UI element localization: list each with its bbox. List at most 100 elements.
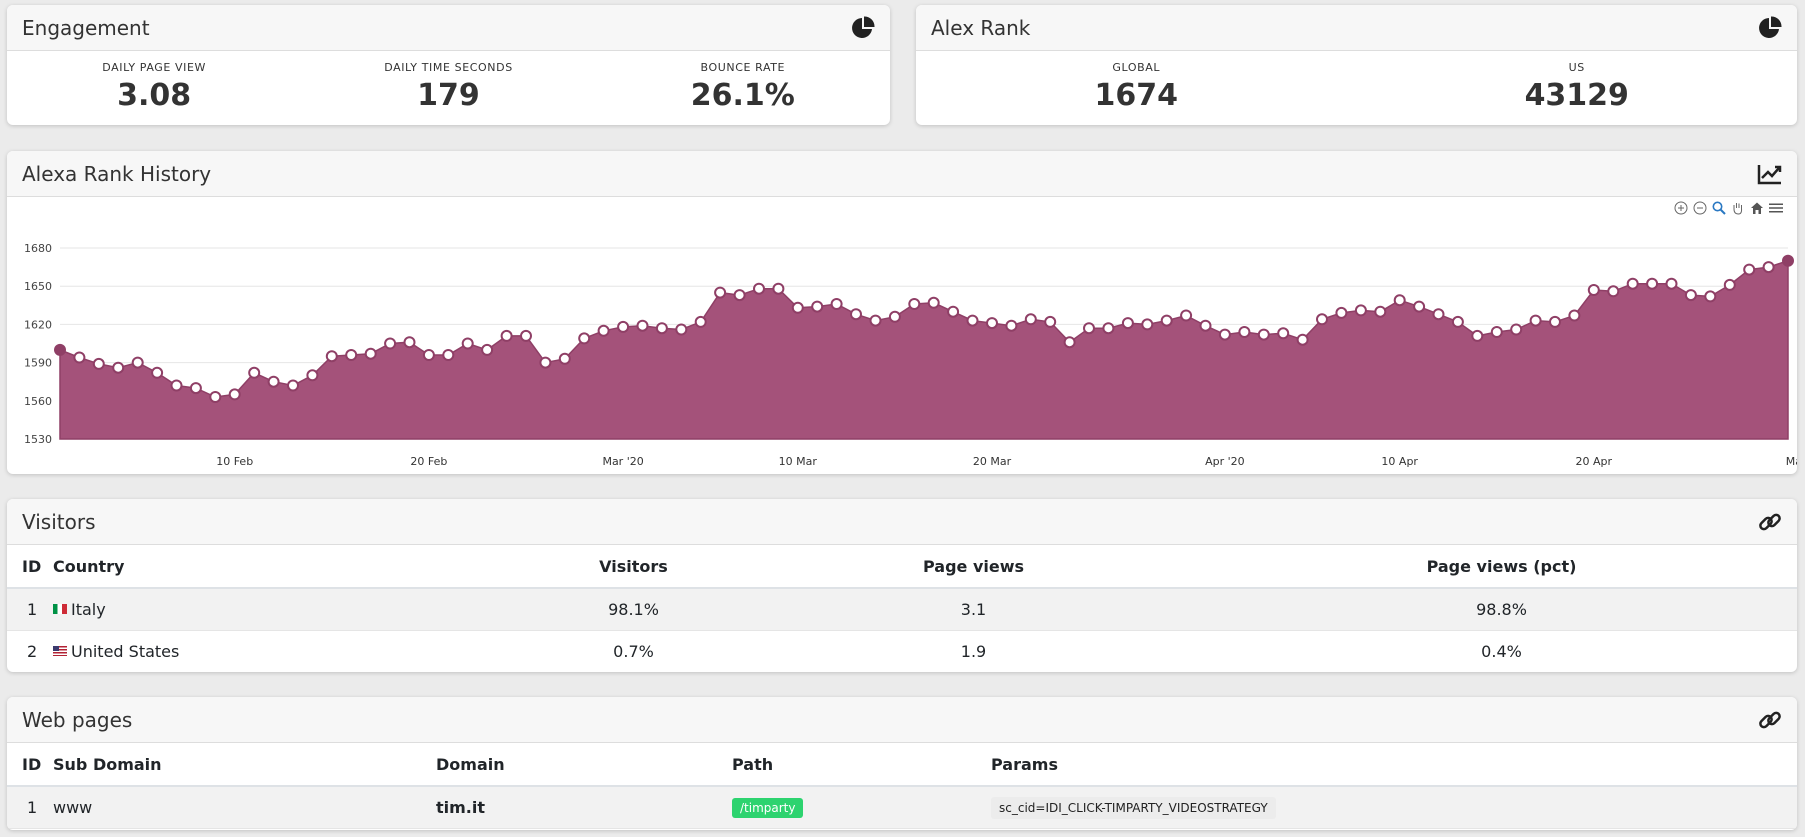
data-point[interactable] [1257,328,1270,341]
data-point[interactable] [1024,313,1037,326]
data-point[interactable] [753,282,765,295]
data-point[interactable] [1762,261,1775,274]
home-icon[interactable] [1750,201,1764,215]
data-point[interactable] [384,337,397,350]
data-point[interactable] [1277,327,1290,340]
data-point[interactable] [1354,304,1367,317]
data-point[interactable] [209,391,222,403]
data-point[interactable] [364,347,377,360]
data-point[interactable] [811,300,824,313]
data-point[interactable] [461,337,474,350]
data-point[interactable] [131,356,144,369]
data-point[interactable] [947,305,960,318]
data-point[interactable] [345,349,358,361]
magnifier-icon[interactable] [1712,201,1726,215]
data-point[interactable] [539,356,552,369]
data-point[interactable] [1180,309,1193,322]
data-point[interactable] [1063,336,1076,349]
data-point[interactable] [422,349,435,361]
data-point[interactable] [267,375,280,388]
data-point[interactable] [694,315,707,328]
data-point[interactable] [1005,319,1018,332]
data-point[interactable] [966,314,979,327]
data-point[interactable] [1335,306,1348,319]
data-point[interactable] [1529,314,1542,327]
data-point[interactable] [54,343,66,356]
data-point[interactable] [655,322,668,335]
data-point[interactable] [151,366,164,379]
data-point[interactable] [1510,323,1523,336]
data-point[interactable] [1626,277,1639,290]
data-point[interactable] [325,350,338,363]
data-point[interactable] [73,351,86,364]
data-point[interactable] [850,308,862,321]
data-point[interactable] [306,369,319,382]
data-point[interactable] [927,296,940,309]
data-point[interactable] [1587,284,1600,296]
data-point[interactable] [1218,328,1231,341]
data-point[interactable] [772,282,785,295]
data-point[interactable] [1316,313,1328,326]
menu-icon[interactable] [1769,201,1783,215]
data-point[interactable] [1121,317,1134,330]
line-chart-icon[interactable] [1757,161,1783,187]
data-point[interactable] [1451,315,1464,328]
data-point[interactable] [1160,314,1173,327]
data-point[interactable] [830,298,843,310]
data-point[interactable] [714,286,727,299]
data-point[interactable] [228,388,241,401]
link-icon[interactable] [1757,707,1783,733]
data-point[interactable] [869,314,882,327]
data-point[interactable] [287,379,299,392]
data-point[interactable] [481,343,494,356]
data-point[interactable] [617,320,630,333]
data-point[interactable] [1723,278,1736,291]
data-point[interactable] [1141,318,1154,331]
data-point[interactable] [1432,308,1445,321]
data-point[interactable] [189,382,202,395]
data-point[interactable] [1665,277,1678,290]
data-point[interactable] [1471,329,1484,342]
data-point[interactable] [1296,333,1309,346]
data-point[interactable] [500,329,513,342]
data-point[interactable] [92,357,105,370]
data-point[interactable] [1102,322,1115,335]
link-icon[interactable] [1757,509,1783,535]
data-point[interactable] [1646,277,1659,290]
data-point[interactable] [1568,309,1581,322]
data-point[interactable] [1490,326,1503,338]
data-point[interactable] [1782,254,1794,267]
data-point[interactable] [1044,315,1057,328]
pan-hand-icon[interactable] [1731,201,1745,215]
data-point[interactable] [170,379,183,392]
zoom-out-icon[interactable] [1693,201,1707,215]
data-point[interactable] [636,319,649,332]
data-point[interactable] [675,323,688,336]
pie-chart-icon[interactable] [1757,15,1783,41]
data-point[interactable] [403,336,416,349]
data-point[interactable] [1238,326,1251,338]
data-point[interactable] [1374,305,1387,318]
path-badge[interactable]: /timparty [732,798,804,818]
data-point[interactable] [888,310,901,323]
data-point[interactable] [558,352,571,365]
data-point[interactable] [1393,294,1406,307]
data-point[interactable] [733,289,746,302]
data-point[interactable] [1199,319,1212,332]
pie-chart-icon[interactable] [850,15,876,41]
data-point[interactable] [1083,322,1095,335]
data-point[interactable] [1743,263,1756,276]
data-point[interactable] [791,301,804,314]
data-point[interactable] [578,332,591,345]
data-point[interactable] [1704,290,1717,303]
data-point[interactable] [248,366,261,379]
zoom-in-icon[interactable] [1674,201,1688,215]
data-point[interactable] [1413,300,1426,313]
data-point[interactable] [1607,285,1620,298]
data-point[interactable] [986,317,998,330]
data-point[interactable] [520,329,532,342]
data-point[interactable] [1549,315,1561,328]
data-point[interactable] [908,298,921,310]
data-point[interactable] [1684,289,1697,302]
data-point[interactable] [112,361,125,374]
